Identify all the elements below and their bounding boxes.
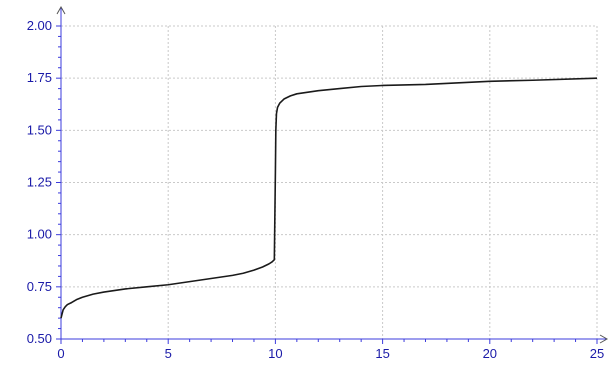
y-tick-label: 1.50 <box>27 122 52 137</box>
x-tick-label: 20 <box>483 346 497 361</box>
tick-labels: 0.50 0.75 1.00 1.25 1.50 1.75 2.00 0 5 10 15 20 25 <box>27 18 605 361</box>
y-tick-label: 1.00 <box>27 227 52 242</box>
x-tick-label: 10 <box>268 346 282 361</box>
y-tick-label: 0.75 <box>27 279 52 294</box>
tick-marks <box>56 25 598 344</box>
y-tick-label: 1.75 <box>27 70 52 85</box>
x-axis-arrow-icon <box>599 334 609 344</box>
grid <box>61 25 598 339</box>
y-tick-label: 1.25 <box>27 175 52 190</box>
y-tick-label: 2.00 <box>27 18 52 33</box>
x-tick-label: 25 <box>590 346 604 361</box>
x-tick-label: 0 <box>57 346 64 361</box>
series-layer <box>60 77 598 319</box>
x-tick-label: 5 <box>165 346 172 361</box>
axes <box>56 5 609 344</box>
series-line <box>60 77 598 319</box>
x-tick-label: 15 <box>375 346 389 361</box>
y-tick-label: 0.50 <box>27 331 52 346</box>
y-axis-arrow-icon <box>56 5 66 15</box>
